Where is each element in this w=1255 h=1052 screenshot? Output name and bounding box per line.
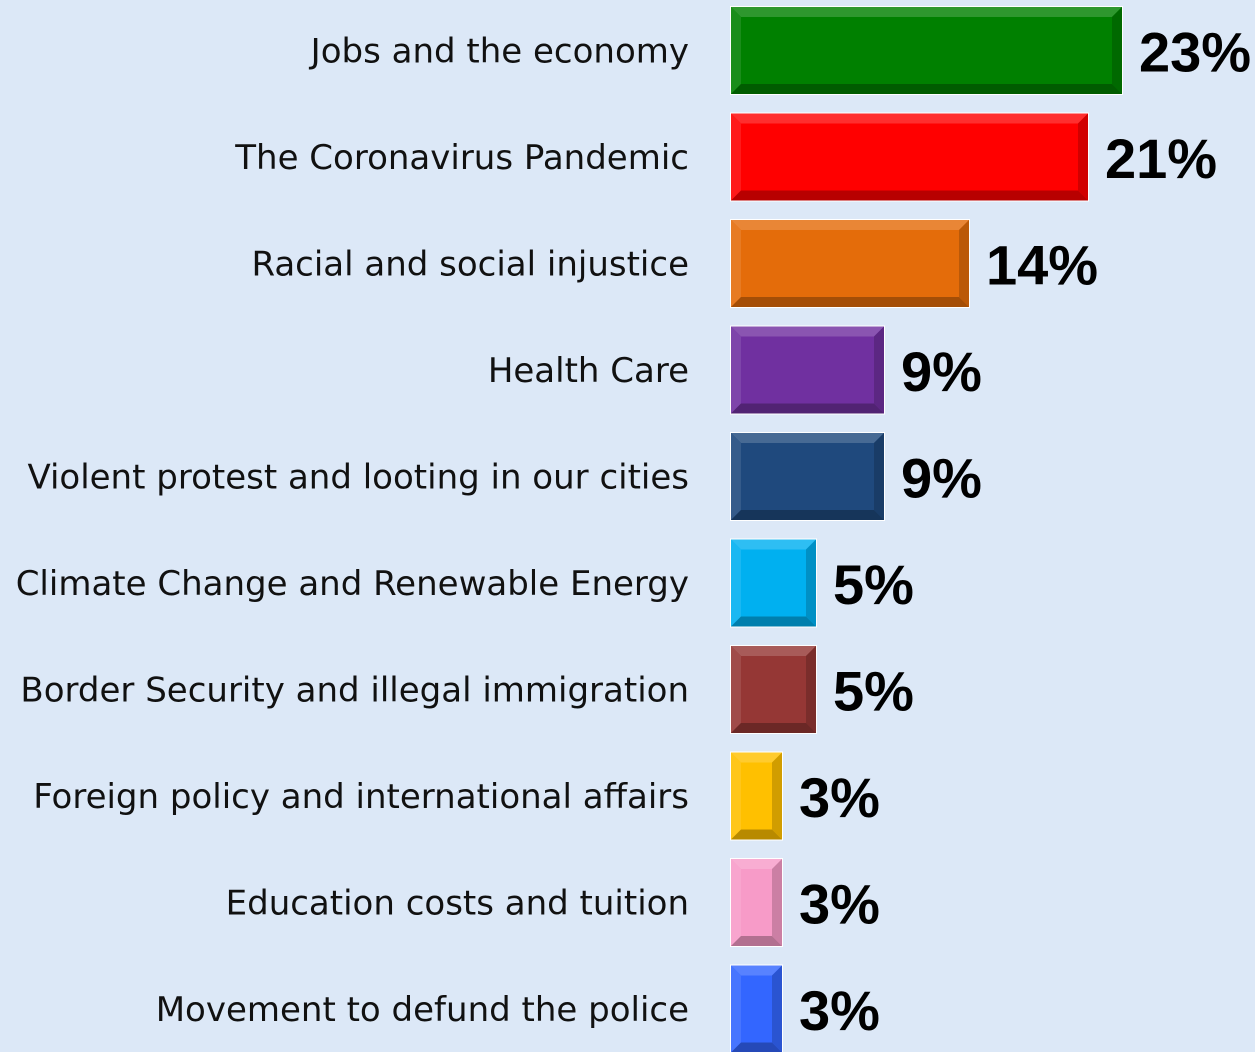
bar-bevel-right [1112, 7, 1122, 94]
category-label: Foreign policy and international affairs [33, 777, 689, 817]
bar-bevel-top [731, 433, 884, 443]
value-label: 21% [1105, 127, 1217, 190]
bar-bevel-right [874, 326, 884, 414]
bar [730, 538, 817, 628]
bar-bevel-top [731, 7, 1122, 17]
value-labels: 23%21%14%9%9%5%5%3%3%3% [799, 21, 1251, 1043]
value-label: 9% [901, 340, 982, 403]
bar-bevel-top [731, 220, 969, 230]
bar-bevel-top [731, 326, 884, 337]
bar-bevel-right [1078, 113, 1088, 201]
bar-bevel-bottom [731, 616, 816, 627]
bar-bevel-right [806, 539, 816, 627]
bar-face [731, 433, 884, 520]
category-label: Climate Change and Renewable Energy [16, 564, 689, 604]
bar-bevel-left [731, 859, 741, 946]
category-label: Racial and social injustice [251, 245, 689, 285]
bar-bevel-left [731, 220, 741, 307]
bar-bevel-right [772, 965, 782, 1052]
bar-bevel-top [731, 965, 782, 976]
bar-bevel-left [731, 646, 741, 733]
bar-bevel-left [731, 752, 741, 840]
bar-bevel-bottom [731, 190, 1088, 201]
bar-bevel-bottom [731, 1042, 782, 1052]
bar-bevel-left [731, 113, 741, 201]
bar-bevel-left [731, 326, 741, 414]
bar-bevel-bottom [731, 403, 884, 414]
bar-bevel-top [731, 113, 1088, 124]
value-label: 14% [986, 234, 1098, 297]
bar-face [731, 7, 1122, 94]
bar [730, 858, 783, 947]
bar [730, 6, 1123, 95]
bar-bevel-top [731, 752, 782, 763]
bar-bevel-top [731, 859, 782, 869]
bar [730, 645, 817, 734]
bar-bevel-right [959, 220, 969, 307]
value-label: 5% [833, 553, 914, 616]
bar [730, 219, 970, 308]
bar-bevel-left [731, 433, 741, 520]
value-label: 5% [833, 660, 914, 723]
bar-bevel-bottom [731, 936, 782, 946]
bar-face [731, 220, 969, 307]
bar-face [731, 113, 1088, 201]
value-label: 3% [799, 873, 880, 936]
bar-bevel-right [772, 752, 782, 840]
bar-bevel-bottom [731, 84, 1122, 94]
bar-bevel-left [731, 965, 741, 1052]
category-label: Border Security and illegal immigration [20, 671, 689, 711]
value-label: 23% [1139, 21, 1251, 84]
bar-bevel-bottom [731, 297, 969, 307]
bar-bevel-left [731, 7, 741, 94]
bar-face [731, 539, 816, 627]
bar-bevel-bottom [731, 723, 816, 733]
bar-bevel-right [874, 433, 884, 520]
category-label: Education costs and tuition [226, 884, 689, 924]
bar-bevel-bottom [731, 510, 884, 520]
bar-face [731, 326, 884, 414]
bar-bevel-right [772, 859, 782, 946]
value-label: 3% [799, 979, 880, 1042]
bar-bevel-bottom [731, 829, 782, 840]
value-label: 9% [901, 447, 982, 510]
bar [730, 325, 885, 415]
bar-bevel-top [731, 646, 816, 656]
bar-face [731, 646, 816, 733]
category-label: Jobs and the economy [309, 32, 689, 72]
category-label: Violent protest and looting in our citie… [27, 458, 689, 498]
bar-bevel-left [731, 539, 741, 627]
category-label: The Coronavirus Pandemic [234, 138, 689, 178]
bar [730, 751, 783, 841]
bars-layer [730, 6, 1123, 1052]
bar-bevel-right [806, 646, 816, 733]
bar [730, 964, 783, 1052]
category-labels: Jobs and the economy The Coronavirus Pand… [16, 32, 689, 1031]
category-label: Movement to defund the police [156, 990, 689, 1030]
category-label: Health Care [488, 351, 689, 391]
bar [730, 432, 885, 521]
bar [730, 112, 1089, 202]
bar-bevel-top [731, 539, 816, 550]
value-label: 3% [799, 766, 880, 829]
